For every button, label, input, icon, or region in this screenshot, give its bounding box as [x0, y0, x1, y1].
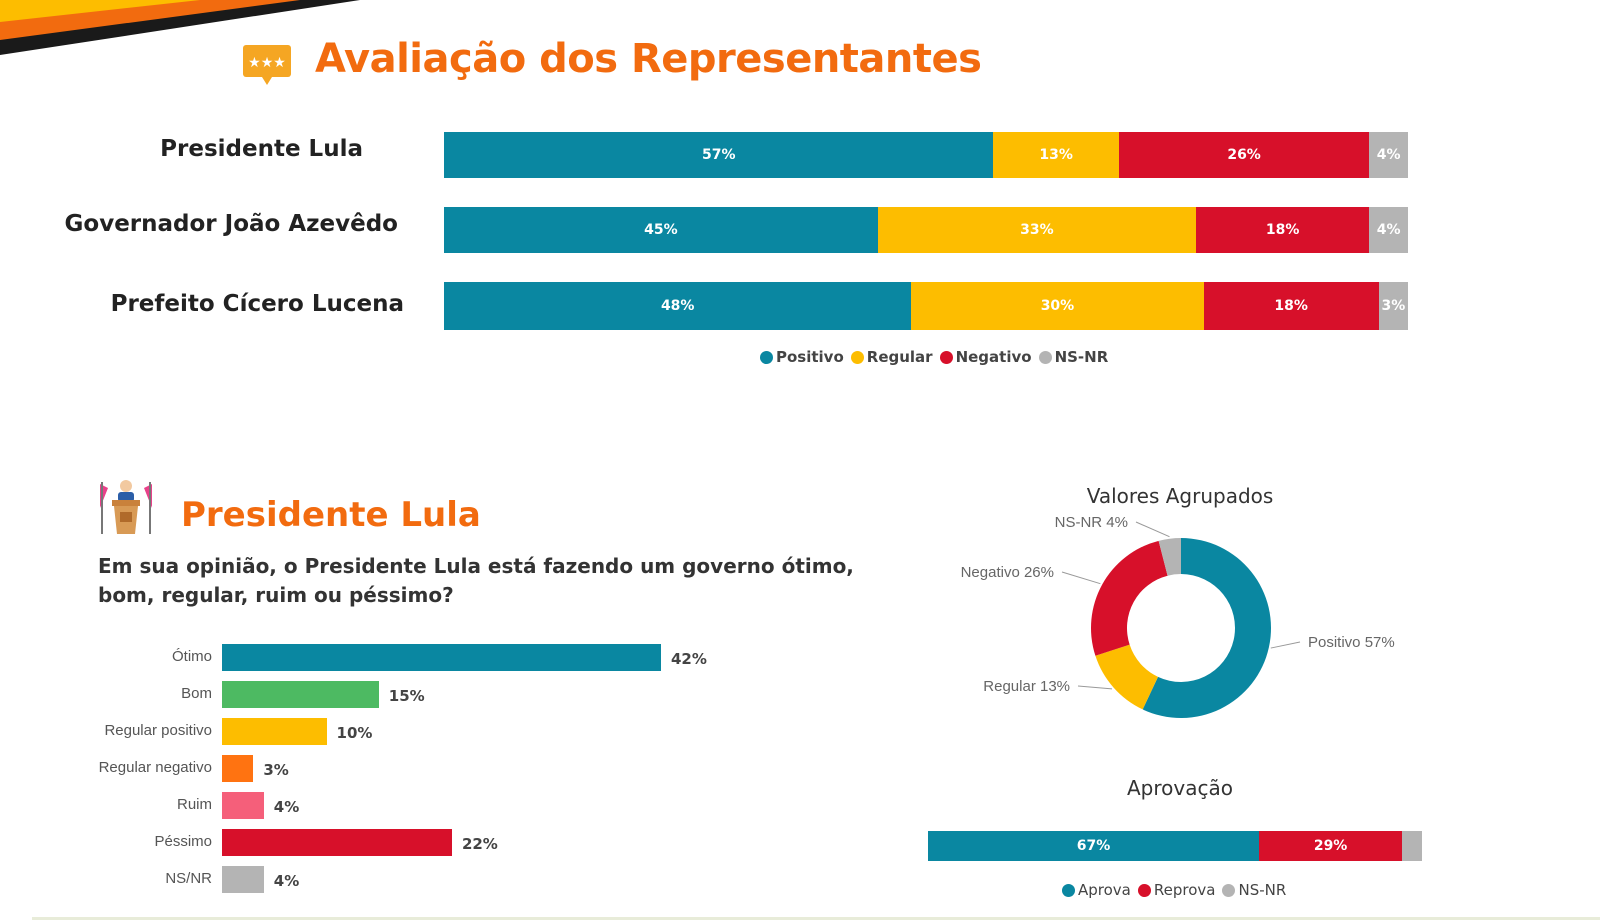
approval-stacked-bar: 67% 29% [928, 831, 1422, 861]
grouped-values-donut-chart: Positivo 57% Regular 13% Negativo 26% NS-NR… [961, 514, 1395, 718]
bar-pessimo [222, 829, 452, 856]
bar-segment-negativo: 18% [1195, 207, 1370, 253]
donut-label-negativo: Negativo 26% [961, 564, 1054, 581]
legend-dot [1222, 883, 1236, 897]
legend-item-ns-nr: NS-NR [1222, 881, 1286, 899]
bar-otimo [222, 644, 661, 671]
bar-value-label: 4% [273, 872, 300, 890]
donut-label-ns-nr: NS-NR 4% [1055, 514, 1128, 531]
bar-segment-ns-nr: 3% [1378, 282, 1408, 330]
rep-label-prefeito-cicero-lucena: Prefeito Cícero Lucena [110, 291, 404, 317]
bar-value-label: 10% [336, 724, 373, 742]
stacked-bar-governador-joao-azevedo: 45% 33% 18% 4% [444, 207, 1408, 253]
bar-segment-regular: 30% [911, 282, 1204, 330]
bar-regular-negativo [222, 755, 254, 782]
footer-divider [32, 917, 1600, 920]
legend-label: NS-NR [1054, 348, 1109, 366]
legend-dot [1062, 883, 1075, 897]
bar-ns-nr [222, 866, 264, 893]
approval-segment-ns-nr [1402, 831, 1422, 861]
bar-value-label: 3% [263, 761, 289, 779]
legend-item-negativo: Negativo [939, 348, 1032, 366]
podium-icon [100, 480, 152, 534]
bar-segment-negativo: 26% [1118, 132, 1370, 178]
legend-label: NS-NR [1238, 881, 1287, 899]
bar-segment-positivo: 45% [444, 207, 878, 253]
legend-dot [1137, 883, 1151, 897]
legend-label: Aprova [1078, 881, 1131, 899]
page-title: Avaliação dos Representantes [315, 36, 982, 82]
donut-leader-line [1270, 641, 1301, 649]
donut-label-positivo: Positivo 57% [1308, 634, 1395, 651]
corner-stripe-decoration [0, 0, 360, 55]
bar-segment-positivo: 57% [444, 132, 994, 178]
legend-label: Positivo [776, 348, 844, 366]
bar-bom [222, 681, 379, 708]
legend-item-regular: Regular [850, 348, 933, 366]
rep-label-governador-joao-azevedo: Governador João Azevêdo [64, 211, 398, 237]
legend-dot [1038, 350, 1052, 364]
bar-regular-positivo [222, 718, 327, 745]
legend-item-positivo: Positivo [760, 348, 844, 366]
approval-segment-reprova: 29% [1258, 831, 1403, 861]
legend-dot [760, 350, 773, 364]
approval-segment-aprova: 67% [928, 831, 1259, 861]
bar-value-label: 4% [273, 798, 300, 816]
bar-segment-regular: 13% [993, 132, 1119, 178]
legend-item-reprova: Reprova [1137, 881, 1216, 899]
bar-label-otimo: Ótimo [171, 648, 212, 665]
legend-dot [939, 350, 953, 364]
svg-text:★★★: ★★★ [248, 55, 286, 71]
bar-ruim [222, 792, 264, 819]
bar-label-ruim: Ruim [176, 796, 212, 813]
approval-legend: Aprova Reprova NS-NR [1062, 881, 1286, 899]
donut-leader-line [1135, 521, 1170, 538]
bar-value-label: 42% [671, 650, 707, 668]
legend-item-aprova: Aprova [1062, 881, 1131, 899]
donut-leader-line [1061, 571, 1101, 585]
legend-item-ns-nr: NS-NR [1038, 348, 1109, 366]
donut-slice-negativo [1091, 540, 1168, 656]
donut-label-regular: Regular 13% [983, 678, 1070, 695]
section-title-presidente-lula: Presidente Lula [181, 495, 481, 535]
bar-label-regular-positivo: Regular positivo [104, 722, 212, 739]
bar-label-regular-negativo: Regular negativo [98, 759, 212, 776]
legend-dot [850, 350, 864, 364]
stacked-bar-presidente-lula: 57% 13% 26% 4% [444, 132, 1408, 178]
approval-chart-title: Aprovação [1127, 776, 1233, 800]
donut-slice-positivo [1142, 538, 1271, 718]
donut-leader-line [1077, 685, 1113, 690]
donut-chart-title: Valores Agrupados [1086, 484, 1274, 508]
bar-segment-regular: 33% [877, 207, 1196, 253]
donut-slice-ns-nr [1158, 538, 1181, 576]
legend-label: Negativo [955, 348, 1032, 366]
bar-label-ns-nr: NS/NR [165, 870, 212, 887]
bar-segment-positivo: 48% [444, 282, 912, 330]
bar-segment-negativo: 18% [1203, 282, 1379, 330]
bar-value-label: 15% [388, 687, 425, 705]
bar-label-bom: Bom [181, 685, 212, 702]
bar-value-label: 22% [461, 835, 498, 853]
legend-label: Reprova [1153, 881, 1216, 899]
legend-label: Regular [866, 348, 933, 366]
bar-label-pessimo: Péssimo [154, 833, 212, 850]
rep-label-presidente-lula: Presidente Lula [160, 136, 363, 162]
stacked-bar-prefeito-cicero-lucena: 48% 30% 18% 3% [444, 282, 1408, 330]
star-rating-icon: ★★★ [243, 45, 291, 85]
bar-segment-ns-nr: 4% [1369, 132, 1408, 178]
bar-segment-ns-nr: 4% [1369, 207, 1408, 253]
survey-question: Em sua opinião, o Presidente Lula está f… [98, 554, 854, 607]
representatives-legend: Positivo Regular Negativo NS-NR [760, 348, 1108, 366]
donut-slice-regular [1095, 644, 1159, 710]
